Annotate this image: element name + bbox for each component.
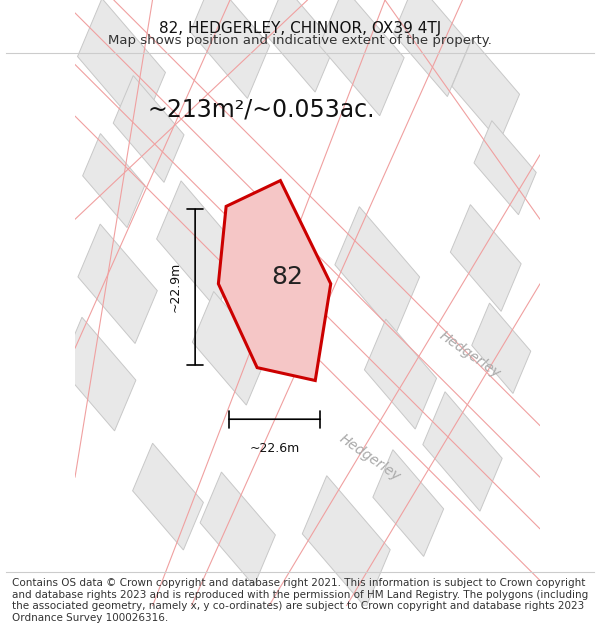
Polygon shape	[335, 207, 419, 335]
Text: ~22.9m: ~22.9m	[168, 262, 181, 312]
Polygon shape	[78, 224, 157, 344]
Polygon shape	[265, 0, 335, 92]
Polygon shape	[77, 0, 166, 131]
Polygon shape	[452, 39, 520, 142]
Polygon shape	[190, 0, 269, 98]
Polygon shape	[83, 134, 145, 228]
Polygon shape	[133, 443, 203, 550]
Polygon shape	[302, 476, 390, 608]
Polygon shape	[472, 303, 531, 394]
Text: ~213m²/~0.053ac.: ~213m²/~0.053ac.	[147, 98, 375, 122]
Polygon shape	[113, 76, 184, 182]
Text: 82, HEDGERLEY, CHINNOR, OX39 4TJ: 82, HEDGERLEY, CHINNOR, OX39 4TJ	[159, 21, 441, 36]
Polygon shape	[364, 319, 437, 429]
Polygon shape	[451, 204, 521, 311]
Polygon shape	[61, 318, 136, 431]
Polygon shape	[218, 181, 331, 381]
Text: 82: 82	[271, 266, 303, 289]
Polygon shape	[373, 450, 443, 556]
Polygon shape	[474, 121, 536, 215]
Text: ~22.6m: ~22.6m	[250, 442, 299, 456]
Polygon shape	[200, 472, 275, 586]
Polygon shape	[157, 181, 241, 309]
Text: Hedgerley: Hedgerley	[437, 329, 503, 381]
Text: Hedgerley: Hedgerley	[337, 432, 403, 484]
Polygon shape	[394, 0, 470, 96]
Polygon shape	[423, 392, 502, 511]
Polygon shape	[193, 291, 268, 405]
Text: Contains OS data © Crown copyright and database right 2021. This information is : Contains OS data © Crown copyright and d…	[12, 578, 588, 623]
Text: Map shows position and indicative extent of the property.: Map shows position and indicative extent…	[108, 34, 492, 47]
Polygon shape	[319, 0, 404, 116]
